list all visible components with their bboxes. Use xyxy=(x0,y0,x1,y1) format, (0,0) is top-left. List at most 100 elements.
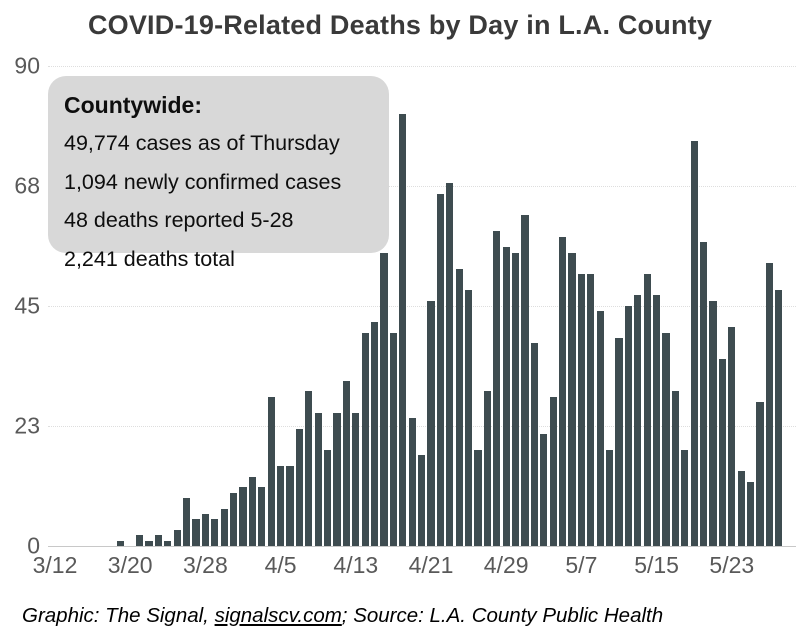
x-axis-tick-4/29: 4/29 xyxy=(483,552,529,578)
bar-4/28 xyxy=(493,231,501,546)
y-axis-tick-0: 0 xyxy=(27,532,40,559)
bar-4/11 xyxy=(333,412,341,546)
annotation-line-cases: 49,774 cases as of Thursday xyxy=(64,131,340,155)
bar-5/25 xyxy=(747,482,755,546)
bar-3/29 xyxy=(211,519,219,546)
bar-5/20 xyxy=(700,242,708,546)
credit-suffix: ; Source: L.A. County Public Health xyxy=(341,604,664,627)
x-axis-tick-5/7: 5/7 xyxy=(565,552,598,578)
bar-5/11 xyxy=(615,338,623,546)
bar-4/7 xyxy=(295,428,303,546)
bar-3/19 xyxy=(117,540,125,546)
bar-5/13 xyxy=(634,295,642,546)
bar-4/13 xyxy=(352,412,360,546)
bar-4/16 xyxy=(380,252,388,546)
bar-5/22 xyxy=(718,359,726,546)
bar-4/1 xyxy=(239,487,247,546)
bar-5/2 xyxy=(530,343,538,546)
bar-5/19 xyxy=(690,140,698,546)
bar-5/1 xyxy=(521,215,529,546)
x-axis-tick-3/20: 3/20 xyxy=(107,552,153,578)
bar-4/15 xyxy=(371,322,379,546)
x-axis-tick-4/13: 4/13 xyxy=(333,552,379,578)
bar-5/14 xyxy=(643,274,651,546)
annotation-line-deaths-total: 2,241 deaths total xyxy=(64,246,235,271)
bar-4/4 xyxy=(267,396,275,546)
bar-5/28 xyxy=(775,290,783,546)
bar-4/10 xyxy=(324,450,332,546)
bar-4/30 xyxy=(512,252,520,546)
bar-3/26 xyxy=(183,498,191,546)
annotation-line-new-cases: 1,094 newly confirmed cases xyxy=(64,169,342,194)
bar-3/27 xyxy=(192,519,200,546)
gridline-45 xyxy=(48,306,796,307)
y-axis-tick-23: 23 xyxy=(14,412,40,439)
bar-5/10 xyxy=(606,450,614,546)
x-axis-tick-3/12: 3/12 xyxy=(32,552,78,578)
bar-4/9 xyxy=(314,412,322,546)
chart-title: COVID-19-Related Deaths by Day in L.A. C… xyxy=(87,10,713,40)
bar-4/3 xyxy=(258,487,266,546)
y-axis-tick-90: 90 xyxy=(14,52,40,79)
bar-5/27 xyxy=(765,263,773,546)
bar-5/3 xyxy=(540,434,548,546)
bar-4/21 xyxy=(427,300,435,546)
bar-5/7 xyxy=(577,274,585,546)
bar-4/26 xyxy=(474,450,482,546)
gridline-68 xyxy=(48,186,796,187)
bar-4/24 xyxy=(455,268,463,546)
y-axis-tick-68: 68 xyxy=(14,172,40,199)
bar-5/18 xyxy=(681,450,689,546)
bar-4/23 xyxy=(446,183,454,546)
bar-3/22 xyxy=(145,540,153,546)
bar-5/23 xyxy=(728,327,736,546)
gridline-0 xyxy=(48,546,796,547)
plot-area xyxy=(0,66,800,547)
x-axis-tick-4/21: 4/21 xyxy=(408,552,454,578)
bar-5/5 xyxy=(559,236,567,546)
bar-4/19 xyxy=(408,418,416,546)
bar-3/31 xyxy=(230,492,238,546)
bar-4/27 xyxy=(483,391,491,546)
bar-4/18 xyxy=(399,114,407,546)
bar-5/16 xyxy=(662,332,670,546)
bar-4/29 xyxy=(502,247,510,546)
bar-4/22 xyxy=(436,194,444,546)
bar-4/12 xyxy=(342,380,350,546)
bar-3/21 xyxy=(136,535,144,546)
bar-5/9 xyxy=(596,311,604,546)
bar-4/6 xyxy=(286,466,294,546)
x-axis-tick-4/5: 4/5 xyxy=(264,552,297,578)
bar-4/8 xyxy=(305,391,313,546)
bar-3/28 xyxy=(201,514,209,546)
bar-5/24 xyxy=(737,471,745,546)
bar-5/4 xyxy=(549,396,557,546)
bar-4/5 xyxy=(277,466,285,546)
bar-3/25 xyxy=(173,530,181,546)
annotation-line-deaths-reported: 48 deaths reported 5-28 xyxy=(64,208,294,232)
annotation-box: Countywide: 49,774 cases as of Thursday … xyxy=(48,76,389,271)
source-credit: Graphic: The Signal, signalscv.com; Sour… xyxy=(22,604,663,628)
bar-4/2 xyxy=(248,476,256,546)
annotation-heading: Countywide: xyxy=(64,92,202,118)
bar-5/26 xyxy=(756,402,764,546)
x-axis-tick-5/15: 5/15 xyxy=(634,552,679,578)
bar-5/15 xyxy=(653,295,661,546)
bar-3/24 xyxy=(164,540,172,546)
bar-5/17 xyxy=(671,391,679,546)
signalscv-link[interactable]: signalscv.com xyxy=(214,604,342,627)
x-axis-tick-5/23: 5/23 xyxy=(709,552,755,578)
bar-5/6 xyxy=(568,252,576,546)
credit-prefix: Graphic: The Signal, xyxy=(22,604,215,627)
bar-5/8 xyxy=(587,274,595,546)
bar-4/17 xyxy=(389,332,397,546)
bar-4/20 xyxy=(418,455,426,546)
gridline-23 xyxy=(48,426,796,427)
bar-3/23 xyxy=(154,535,162,546)
bar-4/14 xyxy=(361,332,369,546)
x-axis-tick-3/28: 3/28 xyxy=(183,552,228,578)
y-axis-tick-45: 45 xyxy=(14,292,40,319)
bar-5/21 xyxy=(709,300,717,546)
bar-4/25 xyxy=(465,290,473,546)
bar-5/12 xyxy=(624,306,632,546)
